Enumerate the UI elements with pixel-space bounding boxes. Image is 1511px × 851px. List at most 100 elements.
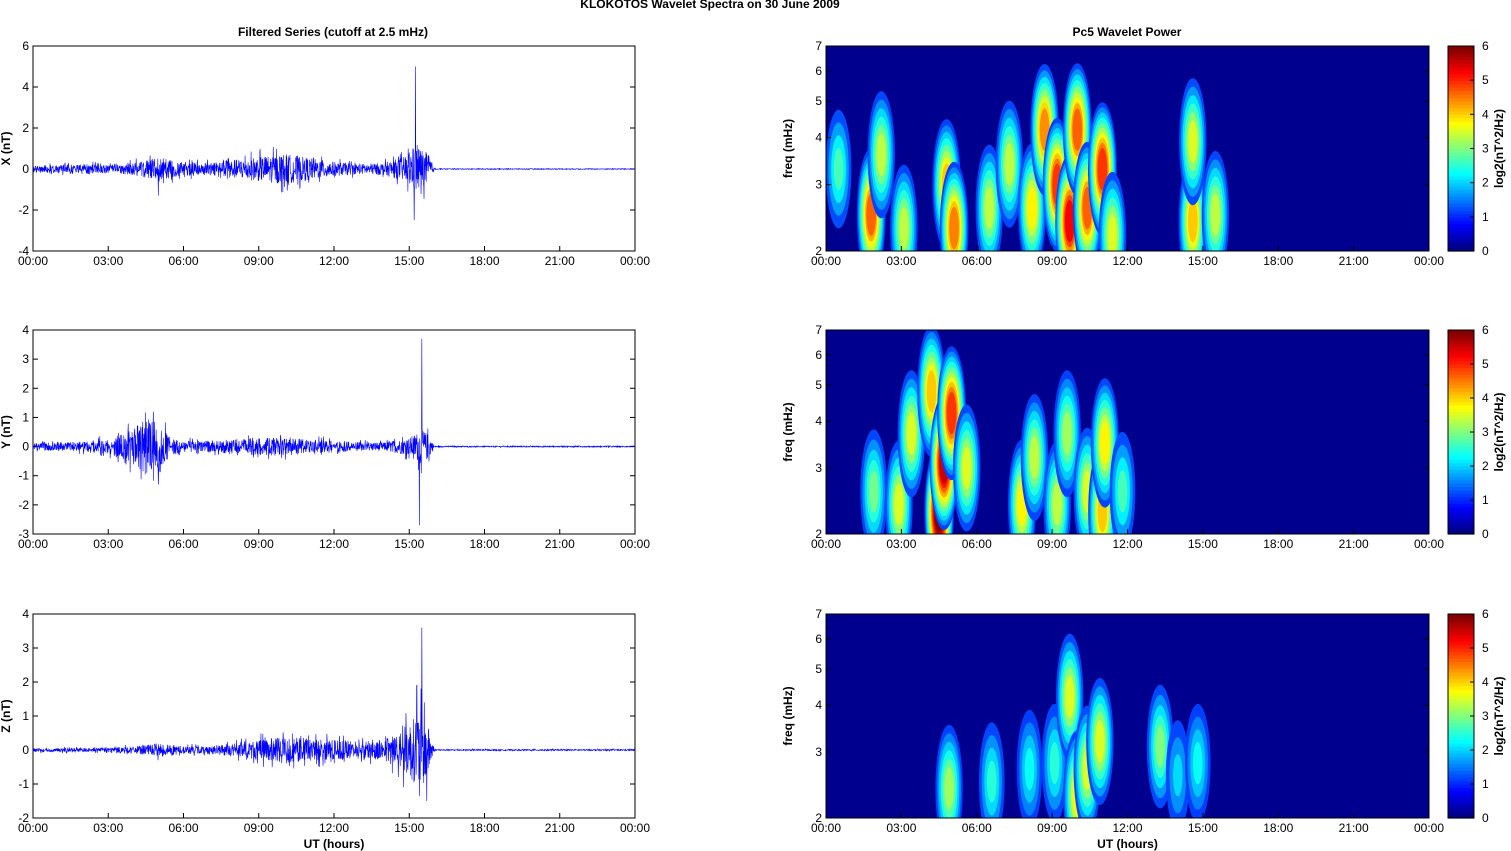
y-axis-label: Z (nT) [0, 699, 13, 732]
y-tick-label: 5 [815, 94, 822, 108]
colorbar-step [1448, 134, 1474, 139]
colorbar-step [1448, 63, 1474, 68]
power-blob [1095, 720, 1105, 763]
colorbar-step [1448, 777, 1474, 782]
plot-area [32, 613, 636, 819]
x-tick-label: 03:00 [93, 537, 123, 551]
x-tick-label: 00:00 [18, 537, 48, 551]
colorbar-step [1448, 333, 1474, 338]
y-tick-label: -2 [18, 203, 29, 217]
colorbar-step [1448, 506, 1474, 511]
x-tick-label: 21:00 [1339, 537, 1369, 551]
x-tick-label: 00:00 [620, 537, 650, 551]
x-tick-label: 00:00 [18, 254, 48, 268]
y-tick-label: 0 [22, 162, 29, 176]
power-blob [946, 392, 957, 435]
x-tick-label: 09:00 [1037, 254, 1067, 268]
colorbar-step [1448, 124, 1474, 129]
power-blob [868, 470, 879, 513]
colorbar-step [1448, 699, 1474, 703]
colorbar-label: log2(nT^2/Hz) [1492, 676, 1506, 755]
colorbar-step [1448, 415, 1474, 419]
x-tick-label: 18:00 [1263, 821, 1293, 835]
colorbar-step [1448, 729, 1474, 734]
power-blob [987, 760, 997, 803]
colorbar-step [1448, 138, 1474, 143]
heatmap-background [826, 614, 1429, 818]
colorbar-step [1448, 753, 1474, 758]
colorbar-step [1448, 773, 1474, 778]
colorbar-step [1448, 347, 1474, 351]
colorbar-step [1448, 445, 1474, 450]
colorbar-step [1448, 797, 1474, 802]
power-blob [1188, 200, 1198, 243]
colorbar-tick-label: 0 [1482, 811, 1489, 825]
colorbar-step [1448, 182, 1474, 187]
colorbar-step [1448, 746, 1474, 751]
colorbar-step [1448, 408, 1474, 413]
colorbar-step [1448, 770, 1474, 775]
colorbar-step [1448, 179, 1474, 184]
y-axis-label: X (nT) [0, 132, 13, 166]
colorbar-step [1448, 631, 1474, 635]
colorbar-step [1448, 712, 1474, 717]
colorbar-step [1448, 756, 1474, 761]
series-trace [32, 627, 636, 802]
y-tick-label: 0 [22, 440, 29, 454]
colorbar-step [1448, 411, 1474, 416]
colorbar-tick-label: 1 [1482, 777, 1489, 791]
series-panel-z: -2 -1 0 1 2 3 4 00:00 03:00 06:00 09:00 12:00 15:00 1… [0, 607, 650, 851]
x-tick-label: 12:00 [1112, 254, 1142, 268]
colorbar-tick-label: 1 [1482, 210, 1489, 224]
x-tick-label: 12:00 [1112, 821, 1142, 835]
power-blob [1062, 412, 1072, 455]
colorbar-step [1448, 520, 1474, 525]
x-tick-label: 06:00 [168, 537, 198, 551]
x-tick-label: 15:00 [394, 537, 424, 551]
y-tick-label: 2 [22, 381, 29, 395]
x-tick-label: 21:00 [545, 821, 575, 835]
x-axis-label: UT (hours) [304, 837, 365, 851]
colorbar-step [1448, 80, 1474, 85]
x-tick-label: 09:00 [1037, 821, 1067, 835]
colorbar-step [1448, 438, 1474, 443]
colorbar-step [1448, 213, 1474, 218]
x-tick-label: 18:00 [469, 537, 499, 551]
y-tick-label: 4 [815, 698, 822, 712]
y-tick-label: 0 [22, 743, 29, 757]
x-tick-label: 12:00 [1112, 537, 1142, 551]
x-tick-label: 12:00 [319, 537, 349, 551]
x-tick-label: 21:00 [545, 537, 575, 551]
colorbar-step [1448, 743, 1474, 748]
x-tick-label: 09:00 [244, 821, 274, 835]
y-tick-label: 7 [815, 607, 822, 621]
colorbar-step [1448, 100, 1474, 105]
colorbar-step [1448, 107, 1474, 112]
x-tick-label: 00:00 [1414, 537, 1444, 551]
colorbar-step [1448, 807, 1474, 812]
colorbar: 0 1 2 3 4 5 6 log2(nT^2/Hz) [1447, 607, 1506, 825]
colorbar-step [1448, 794, 1474, 799]
colorbar-step [1448, 93, 1474, 98]
colorbar-step [1448, 459, 1474, 464]
power-blob [1193, 742, 1203, 785]
series-panel-x: -4 -2 0 2 4 6 00:00 03:00 06:00 09:00 12:00 15:00 18… [0, 39, 650, 268]
y-tick-label: 6 [22, 39, 29, 53]
left-column-title: Filtered Series (cutoff at 2.5 mHz) [238, 25, 428, 39]
colorbar-tick-label: 1 [1482, 493, 1489, 507]
colorbar-step [1448, 462, 1474, 467]
colorbar-step [1448, 739, 1474, 744]
colorbar-step [1448, 814, 1474, 819]
spectrum-panel-x: 2 3 4 5 6 7 00:00 03:00 06:00 09:00 12:00 15:00 18:0… [781, 39, 1506, 268]
colorbar-step [1448, 530, 1474, 535]
colorbar-tick-label: 6 [1482, 607, 1489, 621]
y-tick-label: -1 [18, 469, 29, 483]
colorbar-step [1448, 223, 1474, 228]
colorbar-step [1448, 452, 1474, 457]
colorbar-step [1448, 336, 1474, 341]
x-tick-label: 12:00 [319, 254, 349, 268]
colorbar-step [1448, 360, 1474, 365]
y-tick-label: 6 [815, 632, 822, 646]
y-axis-label: Y (nT) [0, 415, 13, 449]
